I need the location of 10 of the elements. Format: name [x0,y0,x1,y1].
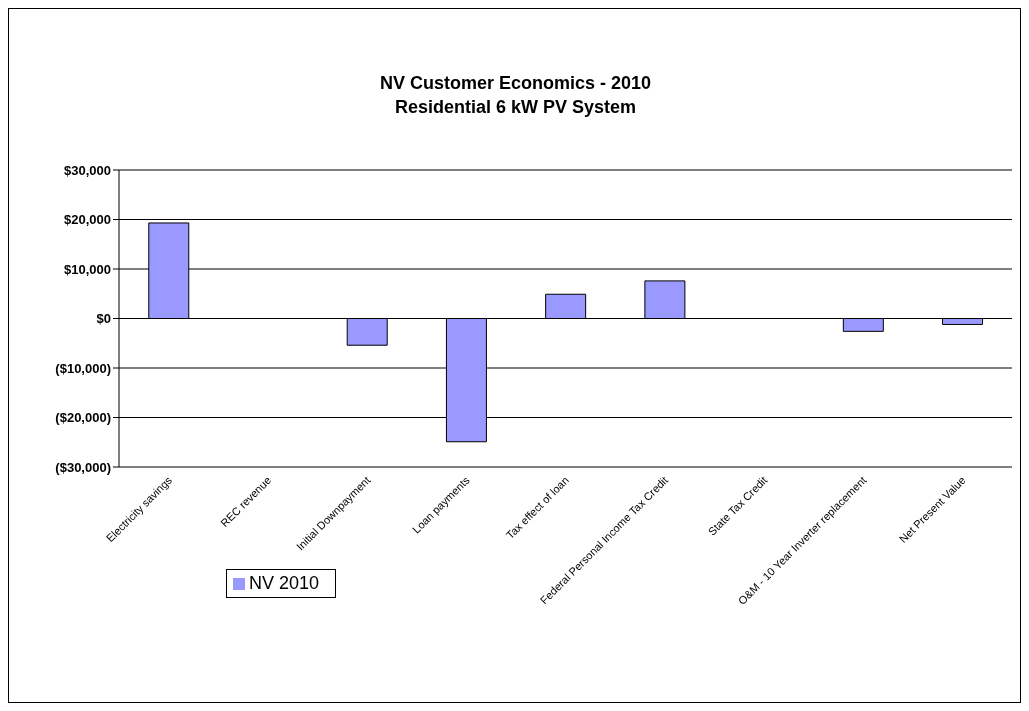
y-tick-label: $30,000 [64,162,111,178]
y-tick-label: ($10,000) [55,360,111,376]
y-tick-label: $10,000 [64,261,111,277]
y-tick-label: ($30,000) [55,459,111,475]
y-tick-label: ($20,000) [55,410,111,426]
chart-subtitle: Residential 6 kW PV System [393,96,638,119]
y-tick-label: $0 [96,311,111,327]
y-tick-label: $20,000 [64,212,111,228]
legend-label: NV 2010 [249,573,320,593]
chart-title: NV Customer Economics - 2010 [378,72,653,95]
